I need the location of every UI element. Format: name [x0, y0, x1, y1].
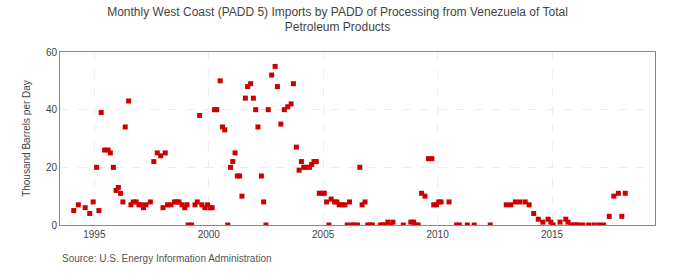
svg-text:2010: 2010 [426, 229, 449, 240]
svg-text:2015: 2015 [541, 229, 564, 240]
svg-text:Source: U.S. Energy Informatio: Source: U.S. Energy Information Administ… [62, 253, 272, 264]
svg-text:Monthly West Coast (PADD 5) Im: Monthly West Coast (PADD 5) Imports by P… [107, 5, 568, 35]
svg-text:20: 20 [46, 162, 58, 173]
svg-text:Thousand Barrels per Day: Thousand Barrels per Day [21, 80, 32, 197]
svg-text:40: 40 [46, 104, 58, 115]
svg-text:2000: 2000 [198, 229, 221, 240]
svg-text:1995: 1995 [83, 229, 106, 240]
svg-text:2005: 2005 [312, 229, 335, 240]
svg-text:0: 0 [51, 220, 57, 231]
svg-text:60: 60 [46, 47, 58, 58]
